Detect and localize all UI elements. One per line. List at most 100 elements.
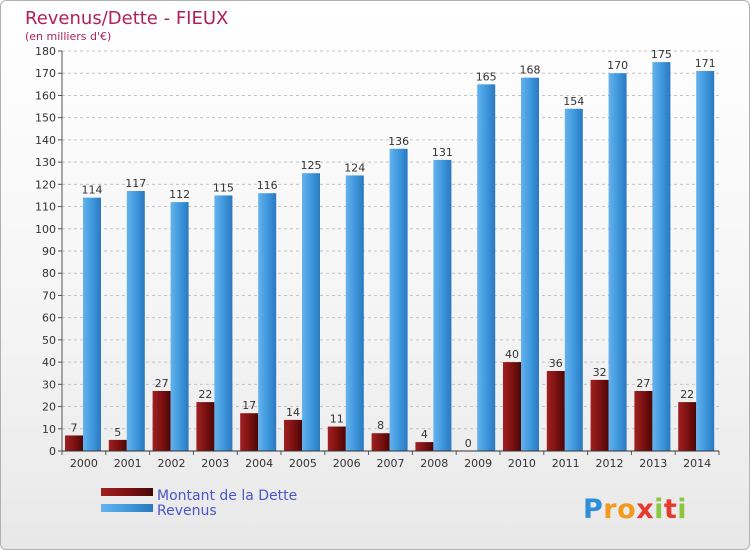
bar-dette: [634, 391, 653, 451]
data-label-dette: 27: [636, 377, 650, 390]
data-label-revenus: 165: [476, 70, 497, 83]
data-label-revenus: 154: [563, 95, 584, 108]
data-label-revenus: 114: [82, 184, 103, 197]
y-tick-label: 110: [35, 201, 56, 214]
y-tick-label: 70: [42, 289, 56, 302]
x-tick-label: 2008: [420, 457, 448, 470]
x-tick-label: 2006: [333, 457, 361, 470]
logo-letter: i: [654, 494, 663, 525]
bar-revenus: [214, 195, 233, 451]
data-label-dette: 32: [593, 366, 607, 379]
y-tick-label: 130: [35, 156, 56, 169]
bar-revenus: [652, 62, 671, 451]
legend-label-revenus: Revenus: [157, 503, 217, 519]
y-axis-ticks: 0 10 20 30 40 50 60 70 80 90 100 110 120 130 140 150 160…: [35, 45, 62, 458]
logo-letter: P: [583, 494, 603, 525]
y-tick-label: 10: [42, 423, 56, 436]
bar-dette: [240, 413, 259, 451]
data-label-dette: 11: [330, 413, 344, 426]
y-tick-label: 90: [42, 245, 56, 258]
data-label-dette: 0: [465, 437, 472, 450]
bar-dette: [196, 402, 215, 451]
bar-dette: [65, 435, 83, 451]
x-tick-label: 2013: [639, 457, 667, 470]
data-label-dette: 36: [549, 357, 563, 370]
bar-dette: [503, 362, 521, 451]
bar-revenus: [608, 73, 627, 451]
bar-revenus: [345, 175, 364, 451]
x-tick-label: 2009: [464, 457, 492, 470]
data-label-dette: 14: [286, 406, 300, 419]
y-tick-label: 40: [42, 356, 56, 369]
data-label-dette: 5: [114, 426, 121, 439]
proxiti-logo: Proxiti: [583, 494, 687, 525]
bar-dette: [108, 439, 127, 451]
data-label-dette: 40: [505, 348, 519, 361]
logo-letter: i: [677, 494, 686, 525]
x-tick-label: 2005: [289, 457, 317, 470]
bars: [65, 62, 715, 452]
data-label-revenus: 170: [607, 59, 628, 72]
x-tick-label: 2014: [683, 457, 711, 470]
bar-revenus: [477, 84, 496, 451]
bar-revenus: [126, 191, 145, 451]
y-tick-label: 140: [35, 134, 56, 147]
data-label-dette: 8: [377, 419, 384, 432]
data-label-revenus: 131: [432, 146, 453, 159]
y-tick-label: 100: [35, 223, 56, 236]
bar-dette: [327, 426, 346, 451]
legend: Montant de la Dette Revenus: [101, 488, 297, 519]
logo-letter: x: [636, 494, 653, 525]
bar-dette: [590, 379, 609, 451]
logo-letter: t: [664, 494, 677, 525]
legend-swatch-revenus: [101, 504, 153, 512]
y-tick-label: 160: [35, 89, 56, 102]
y-tick-label: 80: [42, 267, 56, 280]
bar-revenus: [170, 202, 189, 451]
x-tick-label: 2002: [158, 457, 186, 470]
data-label-revenus: 115: [213, 181, 234, 194]
data-label-revenus: 117: [125, 177, 146, 190]
chart-title: Revenus/Dette - FIEUX: [25, 8, 228, 29]
data-label-dette: 7: [71, 421, 78, 434]
x-tick-label: 2007: [377, 457, 405, 470]
x-tick-label: 2004: [245, 457, 273, 470]
data-label-revenus: 168: [520, 64, 541, 77]
bar-revenus: [433, 159, 452, 451]
x-tick-label: 2011: [552, 457, 580, 470]
bar-dette: [371, 433, 390, 451]
x-tick-label: 2010: [508, 457, 536, 470]
bar-revenus: [302, 173, 320, 451]
bar-dette: [678, 402, 697, 451]
y-tick-label: 0: [49, 445, 56, 458]
y-tick-label: 120: [35, 178, 56, 191]
x-tick-label: 2001: [114, 457, 142, 470]
data-label-revenus: 171: [695, 57, 716, 70]
y-tick-label: 20: [42, 401, 56, 414]
y-tick-label: 60: [42, 312, 56, 325]
bar-revenus: [564, 108, 583, 452]
data-label-revenus: 136: [388, 135, 409, 148]
bar-dette: [546, 371, 565, 451]
x-tick-label: 2012: [596, 457, 624, 470]
data-label-dette: 22: [680, 388, 694, 401]
bar-dette: [415, 442, 434, 451]
bar-revenus: [696, 71, 715, 451]
y-tick-label: 30: [42, 378, 56, 391]
bar-revenus: [83, 197, 101, 451]
bar-revenus: [389, 148, 408, 451]
bar-dette: [284, 419, 302, 451]
y-tick-label: 150: [35, 112, 56, 125]
bar-revenus: [258, 193, 277, 451]
data-label-dette: 4: [421, 428, 428, 441]
chart-subtitle: (en milliers d'€): [25, 30, 111, 43]
data-label-revenus: 116: [257, 179, 278, 192]
logo-letter: o: [617, 494, 636, 525]
y-tick-label: 180: [35, 45, 56, 58]
x-tick-label: 2003: [201, 457, 229, 470]
bar-dette: [152, 391, 171, 451]
data-label-revenus: 125: [301, 159, 322, 172]
legend-swatch-dette: [101, 488, 153, 496]
